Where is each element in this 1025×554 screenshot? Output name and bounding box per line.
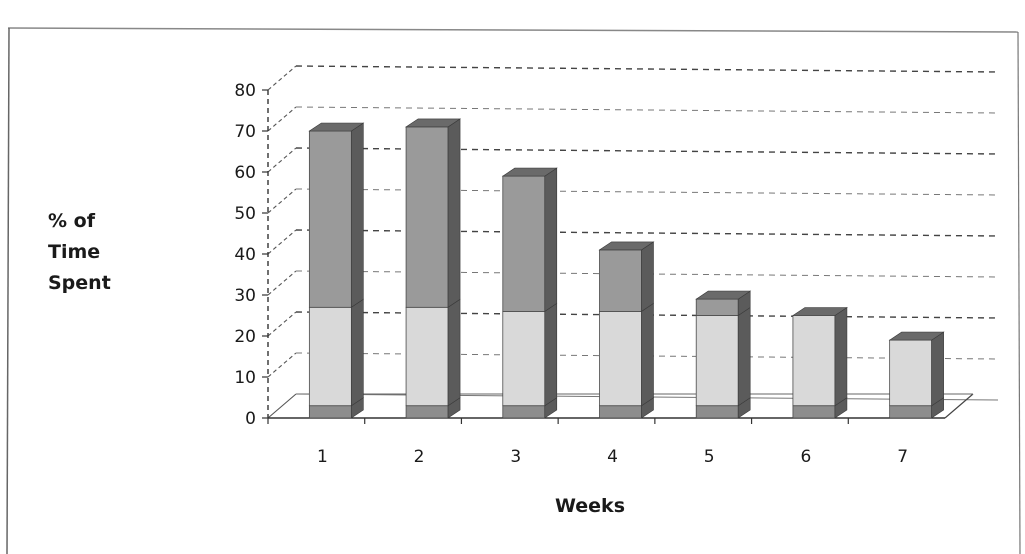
bar-segment-side [544, 302, 558, 407]
x-tick-label: 7 [897, 447, 908, 467]
y-tick-label: 70 [234, 122, 256, 142]
bar-segment-side [641, 241, 654, 312]
x-tick-label: 6 [801, 447, 812, 467]
gridline [295, 65, 999, 73]
bar-segment-side [641, 302, 654, 407]
y-axis-title-line-1: % of [48, 210, 96, 232]
bar-top-face [888, 331, 945, 341]
x-tick-label: 1 [317, 447, 328, 467]
gridline [295, 352, 999, 360]
bar-segment [695, 298, 739, 316]
y-tick-label: 40 [234, 245, 256, 265]
y-tick-label: 50 [234, 204, 256, 224]
bar-stack [598, 241, 655, 419]
bar-segment [599, 405, 642, 419]
side-wall-line [267, 188, 297, 214]
y-tick-label: 20 [234, 327, 256, 347]
side-wall-line [267, 270, 297, 296]
gridline [295, 147, 999, 155]
x-tick-label: 2 [414, 447, 425, 467]
side-wall-line [267, 65, 297, 91]
side-wall-line [267, 147, 297, 173]
y-tick-label: 60 [234, 163, 256, 183]
bar-segment [889, 405, 933, 419]
y-tick-label: 80 [234, 81, 256, 101]
bar-segment-side [351, 298, 364, 407]
x-tick-label: 5 [704, 447, 715, 467]
bar-segment-side [447, 118, 461, 308]
bar-segment [695, 405, 739, 419]
bar-top-face [501, 167, 558, 177]
bar-segment [792, 405, 836, 419]
y-tick-label: 30 [234, 286, 256, 306]
y-tick-label: 0 [245, 409, 256, 429]
bar-top-face [405, 118, 462, 128]
bar-stack [791, 306, 848, 419]
x-axis-title: Weeks [555, 495, 625, 517]
x-tick-label: 4 [607, 447, 618, 467]
x-tick-labels: 1 2 3 4 5 6 7 [317, 447, 908, 467]
y-tick-labels: 0 10 20 30 40 50 60 70 80 [234, 81, 256, 429]
bar-stack [405, 118, 462, 419]
bars [308, 118, 945, 419]
bar-segment [405, 405, 449, 419]
bar-segment [502, 310, 546, 407]
x-tick-label: 3 [510, 447, 521, 467]
bar-segment-side [737, 306, 751, 407]
side-wall-line [267, 311, 297, 337]
bar-top-face [598, 241, 655, 251]
bar-segment [889, 339, 933, 407]
bar-stack [308, 122, 365, 419]
y-axis-title-line-3: Spent [48, 272, 111, 294]
bar-segment [308, 306, 352, 407]
bar-segment [308, 130, 352, 308]
bar-segment [405, 306, 449, 407]
bar-segment [502, 405, 546, 419]
bar-stack [695, 290, 752, 419]
bar-segment [599, 310, 642, 407]
bar-segment-side [931, 331, 944, 407]
side-wall-line [267, 352, 297, 378]
gridline [295, 229, 999, 237]
bar-top-face [308, 122, 365, 132]
floor-right-edge [944, 393, 974, 419]
bar-segment [308, 405, 352, 419]
chart-frame [6, 27, 1021, 554]
bar-segment [792, 315, 836, 407]
gridline [295, 311, 999, 319]
bar-segment-side [834, 306, 848, 407]
gridline [295, 188, 999, 196]
y-tick-label: 10 [234, 368, 256, 388]
side-wall-line [267, 106, 297, 132]
bar-segment-side [544, 167, 558, 312]
bar-segment [599, 249, 642, 312]
side-wall-line [267, 229, 297, 255]
side-wall-line [267, 393, 297, 419]
bar-stack [501, 167, 558, 419]
bar-stack [888, 331, 945, 419]
gridline [295, 106, 999, 114]
bar-segment [405, 126, 449, 308]
bar-segment-side [447, 298, 461, 407]
gridline [295, 270, 999, 278]
bar-top-face [695, 290, 752, 300]
bar-segment-side [351, 122, 364, 308]
bar-segment [695, 315, 739, 407]
bar-segment [502, 175, 546, 312]
bar-top-face [791, 307, 848, 316]
y-axis-title-line-2: Time [48, 241, 100, 263]
